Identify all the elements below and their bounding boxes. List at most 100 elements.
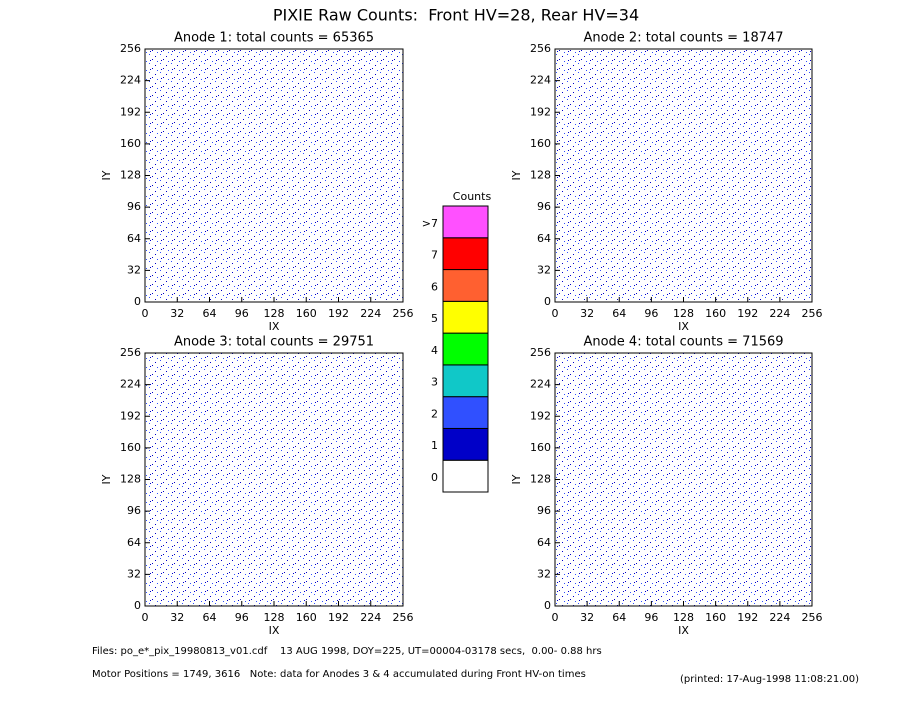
y-tick-label: 128 [120, 473, 141, 486]
x-tick-label: 160 [705, 307, 726, 320]
y-tick-label: 160 [530, 137, 551, 150]
colorbar-swatch [442, 459, 489, 493]
y-tick-label: 256 [530, 346, 551, 359]
x-tick-label: 160 [296, 307, 317, 320]
colorbar-swatch [442, 364, 489, 398]
y-tick-label: 160 [120, 137, 141, 150]
x-tick-label: 128 [264, 307, 285, 320]
y-tick-label: 192 [530, 105, 551, 118]
x-tick-label: 96 [644, 611, 658, 624]
y-tick-label: 32 [127, 263, 141, 276]
x-tick-label: 64 [203, 307, 217, 320]
colorbar-swatch [442, 300, 489, 334]
colorbar-label: 4 [431, 344, 438, 357]
x-tick-label: 192 [737, 307, 758, 320]
y-tick-label: 256 [120, 42, 141, 55]
x-tick-label: 64 [203, 611, 217, 624]
x-tick-label: 256 [802, 611, 823, 624]
x-tick-label: 96 [644, 307, 658, 320]
y-tick-label: 32 [127, 567, 141, 580]
y-tick-label: 0 [134, 599, 141, 612]
colorbar-label: 5 [431, 312, 438, 325]
y-tick-label: 32 [537, 263, 551, 276]
y-axis-label: IY [510, 474, 523, 484]
colorbar-swatch [442, 269, 489, 302]
colorbar-label: 7 [431, 249, 438, 262]
y-tick-label: 160 [530, 441, 551, 454]
y-tick-label: 32 [537, 567, 551, 580]
x-tick-label: 32 [170, 611, 184, 624]
y-tick-label: 192 [120, 105, 141, 118]
x-tick-label: 0 [142, 307, 149, 320]
colorbar-label: 1 [431, 439, 438, 452]
colorbar-swatch [442, 237, 489, 271]
y-axis-label: IY [100, 170, 113, 180]
x-tick-label: 160 [296, 611, 317, 624]
colorbar-swatch [442, 396, 489, 429]
x-tick-label: 64 [612, 611, 626, 624]
plot-area [144, 352, 404, 607]
x-tick-label: 32 [580, 307, 594, 320]
y-tick-label: 96 [537, 504, 551, 517]
y-tick-label: 96 [127, 200, 141, 213]
panel-title: Anode 3: total counts = 29751 [174, 335, 374, 350]
x-tick-label: 32 [580, 611, 594, 624]
x-axis-label: IX [678, 320, 689, 333]
x-tick-label: 128 [673, 307, 694, 320]
y-tick-label: 224 [120, 378, 141, 391]
panel-title: Anode 2: total counts = 18747 [583, 31, 783, 46]
colorbar-title: Counts [453, 190, 492, 203]
x-tick-label: 64 [612, 307, 626, 320]
x-tick-label: 192 [737, 611, 758, 624]
x-tick-label: 224 [360, 611, 381, 624]
x-tick-label: 96 [235, 307, 249, 320]
plot-area [554, 48, 813, 303]
y-tick-label: 64 [537, 232, 551, 245]
y-tick-label: 160 [120, 441, 141, 454]
colorbar-label: 6 [431, 280, 438, 293]
y-tick-label: 224 [120, 74, 141, 87]
y-tick-label: 192 [120, 409, 141, 422]
y-tick-label: 64 [127, 536, 141, 549]
x-tick-label: 192 [328, 307, 349, 320]
x-tick-label: 96 [235, 611, 249, 624]
x-axis-label: IX [678, 624, 689, 637]
x-tick-label: 0 [552, 307, 559, 320]
figure-title: PIXIE Raw Counts: Front HV=28, Rear HV=3… [273, 6, 639, 25]
x-tick-label: 256 [393, 307, 414, 320]
y-axis-label: IY [510, 170, 523, 180]
x-tick-label: 128 [264, 611, 285, 624]
x-tick-label: 224 [360, 307, 381, 320]
x-tick-label: 32 [170, 307, 184, 320]
colorbar-swatch [442, 427, 489, 461]
y-tick-label: 128 [120, 169, 141, 182]
y-tick-label: 128 [530, 473, 551, 486]
footer-printed: (printed: 17-Aug-1998 11:08:21.00) [680, 674, 859, 685]
y-tick-label: 224 [530, 378, 551, 391]
plot-area [144, 48, 404, 303]
y-tick-label: 0 [134, 295, 141, 308]
x-tick-label: 0 [552, 611, 559, 624]
colorbar-swatch [442, 205, 489, 239]
x-tick-label: 160 [705, 611, 726, 624]
y-tick-label: 256 [530, 42, 551, 55]
plot-area [554, 352, 813, 607]
footer-motor: Motor Positions = 1749, 3616 Note: data … [92, 669, 586, 680]
footer-files: Files: po_e*_pix_19980813_v01.cdf 13 AUG… [92, 646, 602, 657]
colorbar-swatch [442, 332, 489, 366]
y-tick-label: 0 [544, 599, 551, 612]
x-tick-label: 224 [769, 307, 790, 320]
x-tick-label: 192 [328, 611, 349, 624]
x-tick-label: 224 [769, 611, 790, 624]
x-tick-label: 128 [673, 611, 694, 624]
colorbar-label: >7 [422, 217, 438, 230]
x-tick-label: 0 [142, 611, 149, 624]
y-axis-label: IY [100, 474, 113, 484]
y-tick-label: 192 [530, 409, 551, 422]
colorbar-label: 2 [431, 407, 438, 420]
y-tick-label: 0 [544, 295, 551, 308]
y-tick-label: 96 [127, 504, 141, 517]
colorbar-label: 0 [431, 471, 438, 484]
